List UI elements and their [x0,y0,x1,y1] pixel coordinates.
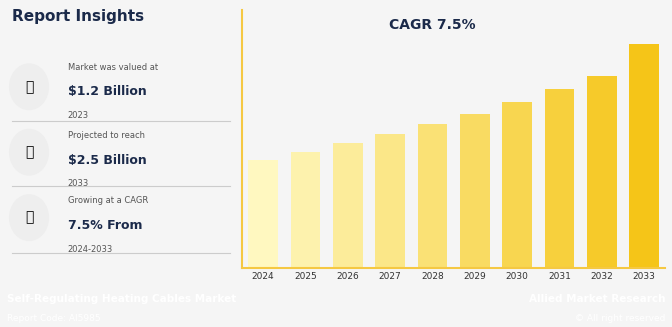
Text: CAGR 7.5%: CAGR 7.5% [389,18,476,32]
Text: $2.5 Billion: $2.5 Billion [68,154,146,167]
Text: 2023: 2023 [68,111,89,120]
Bar [502,102,532,268]
Text: 2024-2033: 2024-2033 [68,245,113,254]
Bar [290,152,321,268]
Text: 💰: 💰 [25,80,33,94]
Bar [417,124,448,268]
Bar [629,43,659,268]
Text: Market was valued at: Market was valued at [68,62,158,72]
Text: © All right reserved: © All right reserved [575,314,665,323]
Bar [375,134,405,268]
Text: Report Code: AI5985: Report Code: AI5985 [7,314,100,323]
Circle shape [9,195,48,240]
Text: $1.2 Billion: $1.2 Billion [68,85,146,98]
Text: 📈: 📈 [25,211,33,225]
Circle shape [9,64,48,110]
Text: Allied Market Research: Allied Market Research [529,294,665,304]
Text: Self-Regulating Heating Cables Market: Self-Regulating Heating Cables Market [7,294,236,304]
Text: 🤲: 🤲 [25,145,33,159]
Bar [460,113,490,268]
Bar [333,143,363,268]
Bar [248,160,278,268]
Bar [544,89,575,268]
Text: 7.5% From: 7.5% From [68,219,142,232]
Text: Growing at a CAGR: Growing at a CAGR [68,196,148,205]
Text: Report Insights: Report Insights [12,9,144,24]
Bar [587,76,617,268]
Circle shape [9,129,48,175]
Text: Projected to reach: Projected to reach [68,131,144,140]
Text: 2033: 2033 [68,179,89,188]
